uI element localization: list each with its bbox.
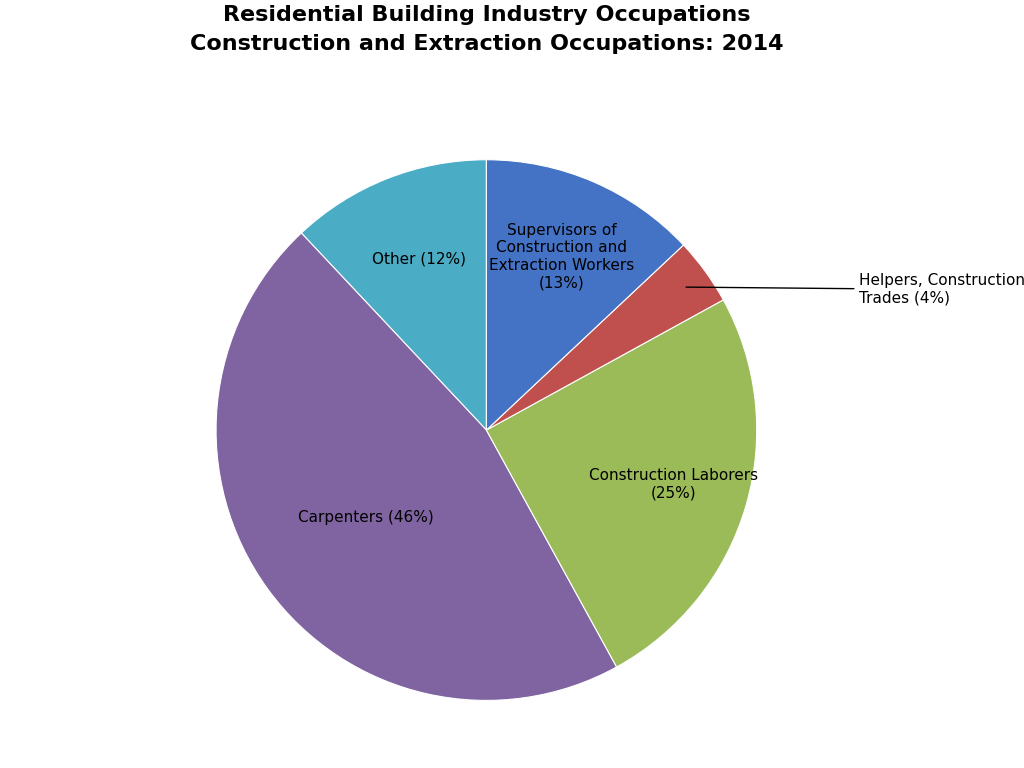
Title: Residential Building Industry Occupations
Construction and Extraction Occupation: Residential Building Industry Occupation… xyxy=(189,5,783,55)
Text: Helpers, Construction
Trades (4%): Helpers, Construction Trades (4%) xyxy=(686,273,1024,306)
Text: Construction Laborers
(25%): Construction Laborers (25%) xyxy=(589,468,758,501)
Wedge shape xyxy=(301,160,486,430)
Wedge shape xyxy=(486,160,683,430)
Wedge shape xyxy=(486,245,723,430)
Text: Supervisors of
Construction and
Extraction Workers
(13%): Supervisors of Construction and Extracti… xyxy=(488,223,634,290)
Wedge shape xyxy=(216,233,616,700)
Wedge shape xyxy=(486,300,757,667)
Text: Other (12%): Other (12%) xyxy=(372,252,466,266)
Text: Carpenters (46%): Carpenters (46%) xyxy=(298,510,434,525)
